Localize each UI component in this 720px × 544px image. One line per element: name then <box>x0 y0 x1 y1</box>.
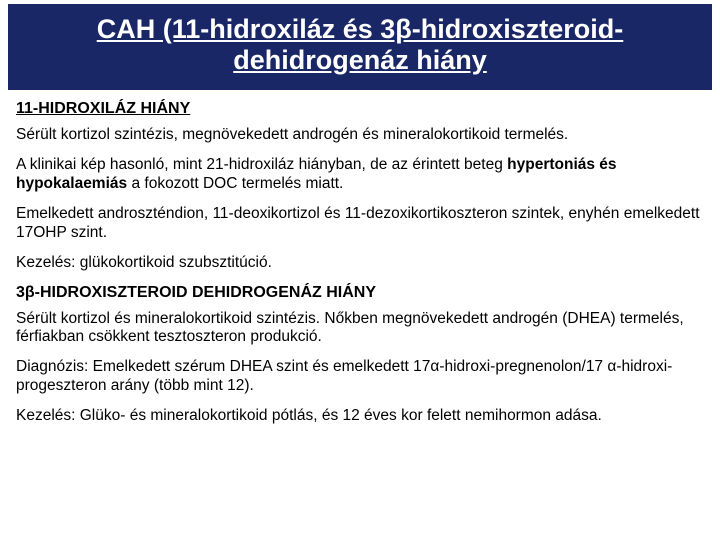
p2-text-c: a fokozott DOC termelés miatt. <box>127 175 343 192</box>
slide-content: 11-HIDROXILÁZ HIÁNY Sérült kortizol szin… <box>0 96 720 443</box>
title-bar: CAH (11-hidroxiláz és 3β-hidroxiszteroid… <box>8 4 712 90</box>
slide-title: CAH (11-hidroxiláz és 3β-hidroxiszteroid… <box>38 14 682 76</box>
paragraph-5: Sérült kortizol és mineralokortikoid szi… <box>16 310 704 348</box>
section-heading-2: 3β-HIDROXISZTEROID DEHIDROGENÁZ HIÁNY <box>16 284 704 302</box>
paragraph-7: Kezelés: Glüko- és mineralokortikoid pót… <box>16 407 704 426</box>
paragraph-1: Sérült kortizol szintézis, megnövekedett… <box>16 126 704 145</box>
paragraph-3: Emelkedett androszténdion, 11-deoxikorti… <box>16 205 704 243</box>
paragraph-2: A klinikai kép hasonló, mint 21-hidroxil… <box>16 156 704 194</box>
p2-text-a: A klinikai kép hasonló, mint 21-hidroxil… <box>16 156 507 173</box>
paragraph-4: Kezelés: glükokortikoid szubsztitúció. <box>16 254 704 273</box>
paragraph-6: Diagnózis: Emelkedett szérum DHEA szint … <box>16 358 704 396</box>
section-heading-1: 11-HIDROXILÁZ HIÁNY <box>16 100 704 118</box>
